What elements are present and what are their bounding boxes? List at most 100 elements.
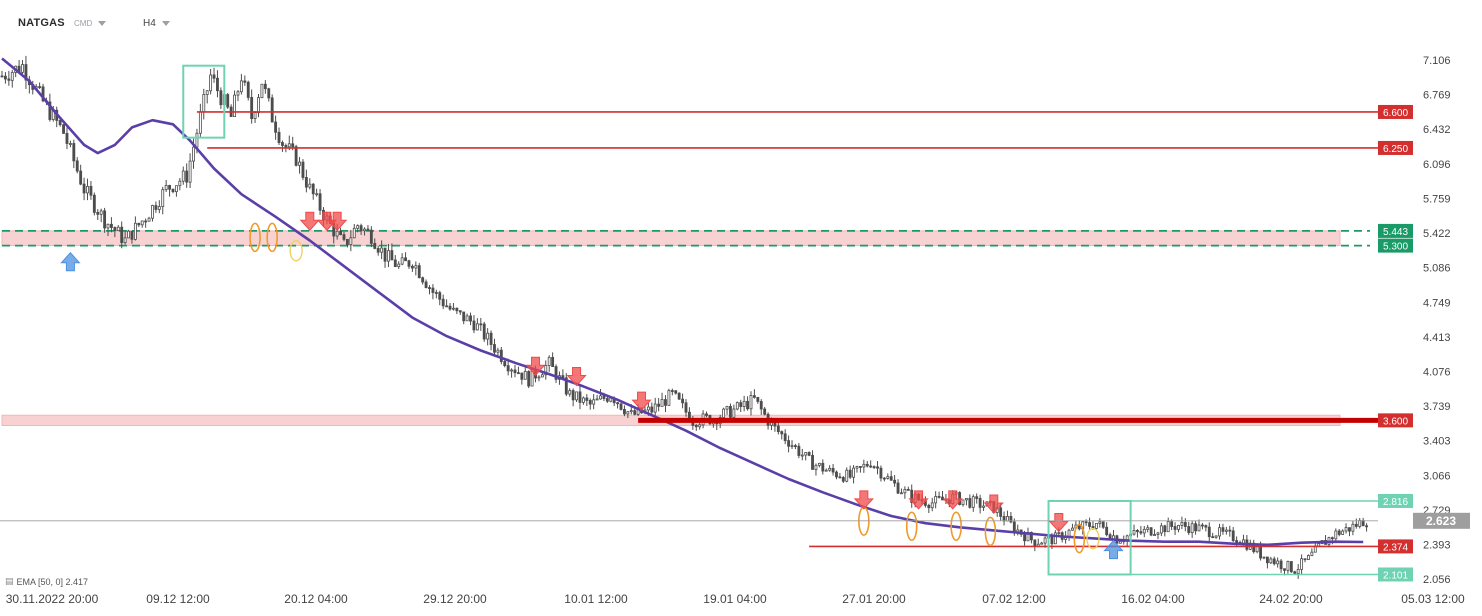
candle: [250, 97, 254, 119]
candle: [1101, 521, 1105, 528]
price-tick-label: 6.769: [1423, 90, 1451, 102]
down-arrow-icon[interactable]: [525, 356, 546, 376]
candle: [544, 365, 548, 376]
ema-line[interactable]: [1, 57, 1364, 547]
candle: [304, 177, 308, 188]
symbol-label[interactable]: NATGAS: [18, 17, 65, 29]
instrument-type-dropdown[interactable]: CMD: [74, 14, 107, 32]
candle: [879, 467, 883, 479]
down-arrow-icon[interactable]: [566, 366, 587, 387]
candle: [520, 372, 524, 380]
candle: [21, 64, 24, 73]
candle: [862, 463, 866, 468]
candle: [270, 97, 274, 123]
candle: [168, 185, 172, 190]
candle: [725, 406, 729, 410]
candle: [1023, 533, 1027, 542]
candle: [1289, 561, 1293, 573]
up-arrow-icon[interactable]: [60, 252, 81, 272]
price-tick-label: 7.106: [1423, 55, 1451, 67]
down-arrow-icon[interactable]: [327, 211, 348, 231]
candle: [417, 265, 421, 279]
down-arrow-icon[interactable]: [983, 494, 1004, 514]
highlight-box[interactable]: [182, 64, 226, 139]
candle: [626, 411, 630, 415]
candle: [452, 307, 455, 310]
candle: [971, 496, 975, 508]
candle: [209, 74, 213, 92]
chevron-down-icon[interactable]: [98, 20, 107, 26]
candle: [366, 228, 370, 231]
candle: [1002, 516, 1006, 522]
layers-icon[interactable]: ▤: [5, 576, 14, 586]
candle: [475, 323, 479, 331]
ema-legend[interactable]: ▤ EMA [50, 0] 2.417: [5, 576, 88, 587]
chevron-down-icon[interactable]: [161, 20, 170, 26]
candle: [838, 476, 842, 479]
candle: [978, 498, 982, 508]
candle: [684, 402, 688, 413]
down-arrow-icon[interactable]: [908, 490, 929, 510]
candle: [619, 403, 623, 410]
candle: [1337, 530, 1341, 535]
candle: [1269, 558, 1273, 564]
candle: [257, 97, 260, 113]
candle: [130, 230, 134, 240]
candle: [246, 81, 250, 98]
timeframe-dropdown[interactable]: H4: [143, 14, 170, 32]
price-tick-label: 2.056: [1423, 574, 1451, 586]
yellow-marker: [1086, 527, 1100, 550]
candle: [841, 477, 845, 482]
price-badge: [1378, 413, 1413, 428]
candle: [961, 499, 965, 505]
down-arrow-icon[interactable]: [316, 211, 338, 231]
candle: [927, 504, 931, 509]
down-arrow-icon[interactable]: [299, 211, 320, 231]
candle: [110, 223, 113, 228]
candle: [434, 292, 438, 294]
candle: [181, 170, 185, 182]
candle: [729, 406, 732, 418]
candle: [311, 183, 315, 195]
candle: [171, 188, 175, 193]
time-tick-label: 09.12 12:00: [146, 592, 210, 606]
candle: [1029, 532, 1033, 541]
range-box[interactable]: [1047, 499, 1132, 576]
candle: [164, 185, 168, 191]
candle: [0, 75, 4, 78]
candle: [1156, 532, 1160, 535]
price-tick-label: 3.739: [1423, 401, 1451, 413]
candle: [345, 238, 349, 245]
candle: [999, 507, 1003, 517]
down-arrow-icon[interactable]: [1048, 512, 1069, 533]
candle: [821, 462, 825, 472]
candle: [503, 361, 507, 367]
candle: [787, 440, 791, 447]
down-arrow-icon[interactable]: [631, 391, 652, 411]
candle: [68, 143, 72, 145]
up-arrow-icon[interactable]: [1103, 539, 1124, 560]
candle: [930, 502, 934, 509]
candle: [48, 101, 52, 120]
price-badge: [1378, 104, 1413, 119]
candle: [657, 403, 661, 407]
candle: [910, 489, 914, 503]
candle: [623, 408, 626, 415]
candle: [746, 400, 749, 410]
candle: [359, 225, 363, 232]
candle: [1053, 532, 1057, 545]
candle: [616, 402, 620, 405]
candle: [65, 132, 69, 144]
candle: [267, 88, 271, 99]
candle: [807, 452, 811, 456]
candle: [664, 399, 667, 406]
candle: [489, 332, 493, 345]
candle: [869, 465, 873, 468]
support-zone: [1, 230, 1341, 247]
candle: [493, 344, 496, 353]
candle: [147, 217, 151, 222]
candle: [219, 90, 223, 106]
down-arrow-icon[interactable]: [942, 490, 963, 510]
down-arrow-icon[interactable]: [853, 490, 874, 510]
